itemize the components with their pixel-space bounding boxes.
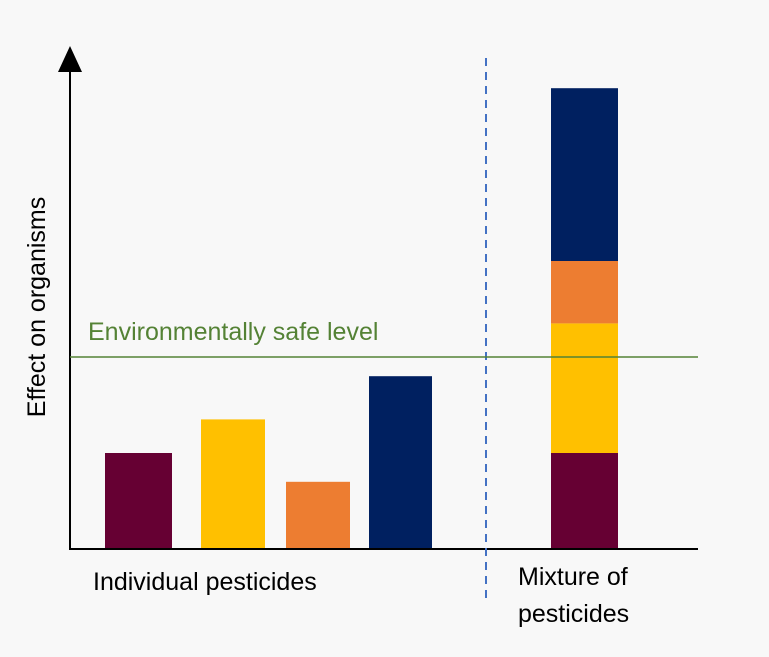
individual-bar-pesticide-1: [105, 453, 172, 549]
individual-group-label: Individual pesticides: [93, 568, 317, 596]
y-axis-label: Effect on organisms: [23, 197, 51, 417]
individual-bar-pesticide-3: [286, 481, 350, 549]
mixture-segment-pesticide-2: [551, 323, 618, 453]
mixture-segment-pesticide-3: [551, 261, 618, 324]
mixture-group-label-line1: Mixture of: [518, 563, 628, 591]
y-axis-arrow-icon: [58, 46, 82, 72]
bar-marks: [105, 88, 618, 549]
individual-bar-pesticide-2: [201, 419, 265, 549]
mixture-segment-pesticide-4: [551, 88, 618, 261]
mixture-segment-pesticide-1: [551, 453, 618, 549]
mixture-group-label-line2: pesticides: [518, 600, 629, 628]
individual-bar-pesticide-4: [369, 376, 432, 549]
safe-level-label: Environmentally safe level: [88, 318, 378, 346]
